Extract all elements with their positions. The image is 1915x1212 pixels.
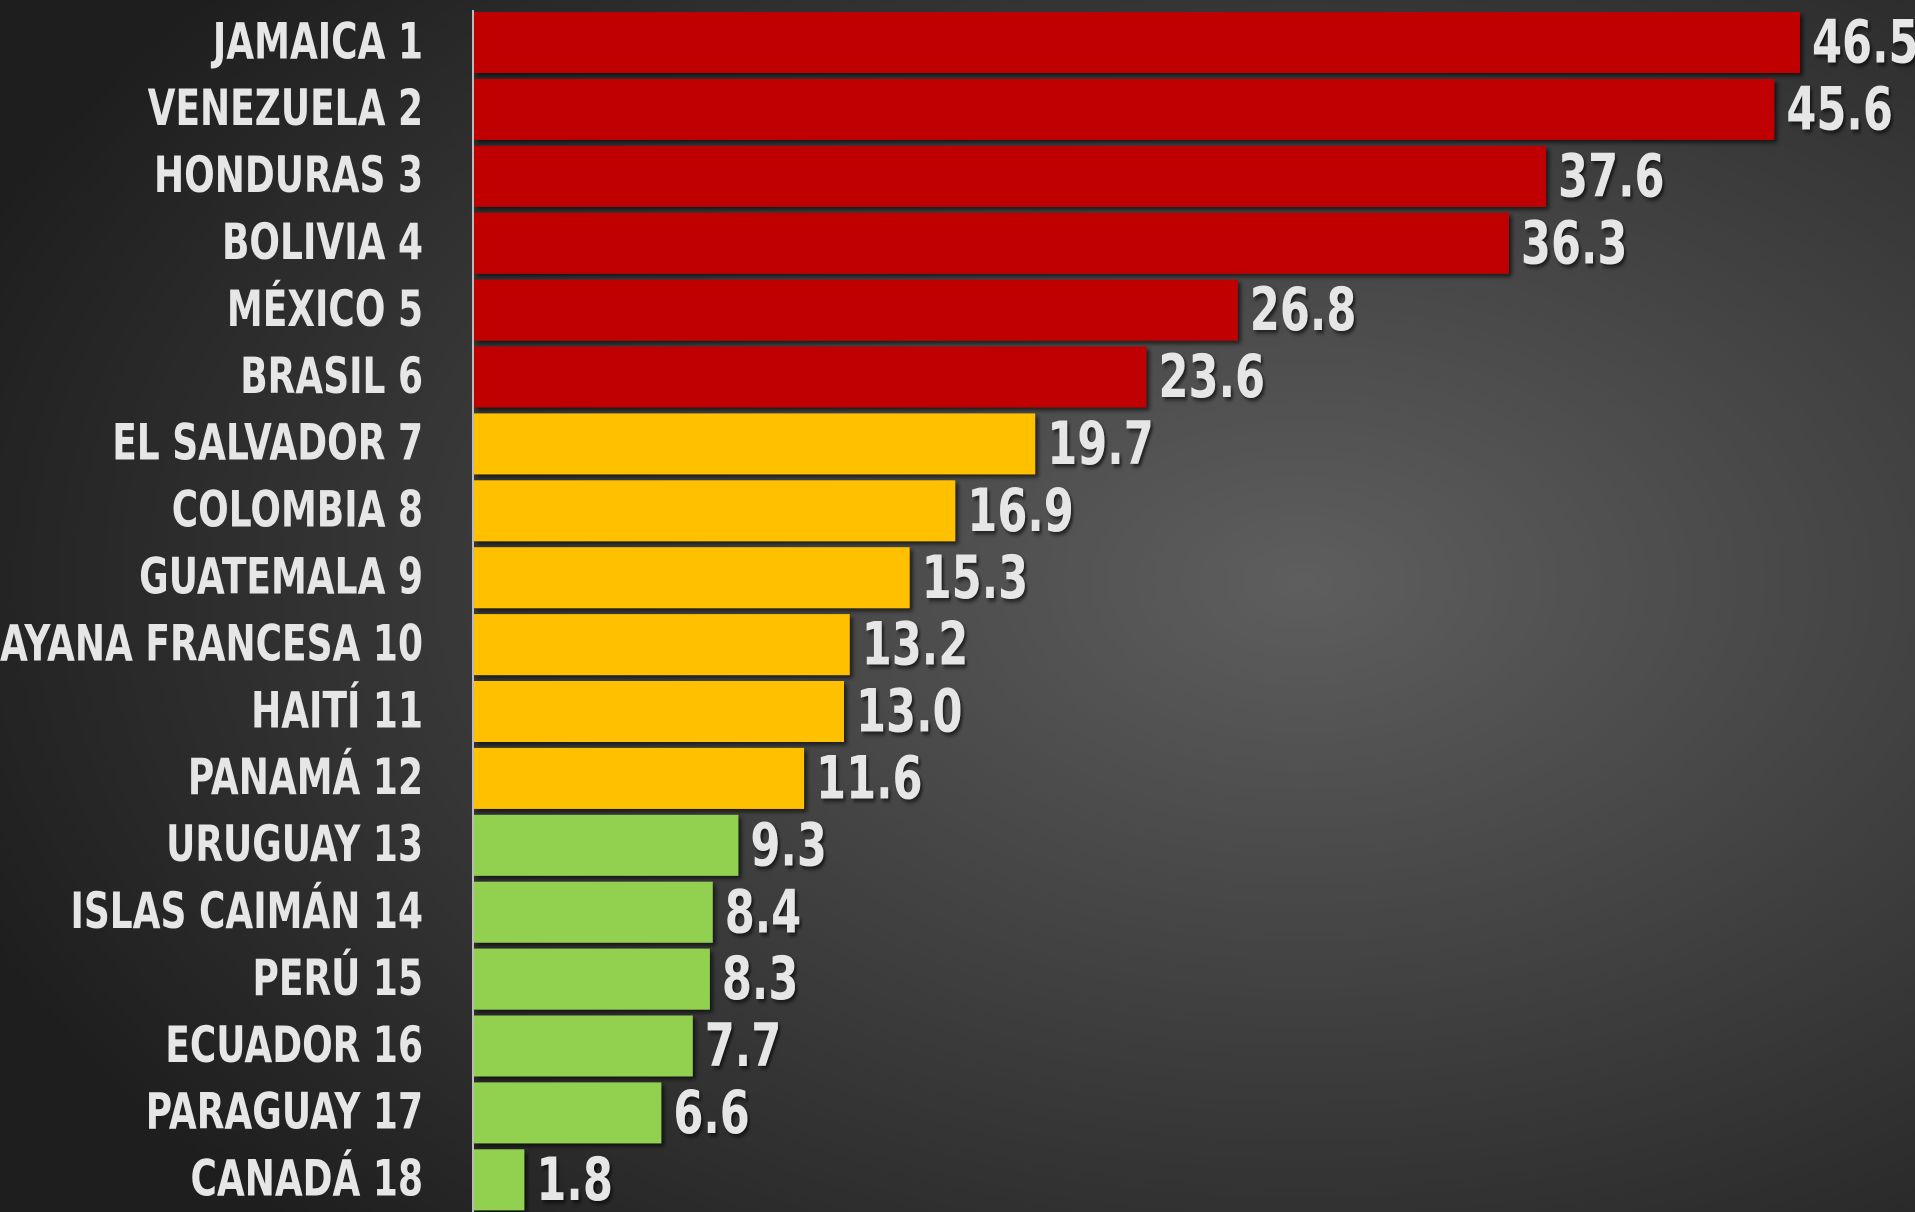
bar bbox=[474, 1149, 525, 1211]
category-label: PARAGUAY 17 bbox=[146, 1084, 423, 1141]
value-label: 37.6 bbox=[1558, 141, 1665, 211]
bar bbox=[474, 12, 1800, 73]
value-label: 46.5 bbox=[1812, 7, 1915, 77]
bar bbox=[474, 145, 1547, 207]
value-label: 26.8 bbox=[1250, 275, 1357, 345]
category-label: BRASIL 6 bbox=[240, 348, 423, 405]
value-label: 11.6 bbox=[816, 743, 923, 813]
category-label: URUGUAY 13 bbox=[166, 816, 423, 873]
bar bbox=[474, 948, 710, 1010]
value-label: 9.3 bbox=[750, 810, 827, 880]
category-label: JAMAICA 1 bbox=[210, 14, 423, 71]
bar bbox=[474, 279, 1238, 341]
value-label: 16.9 bbox=[967, 476, 1074, 546]
value-label: 13.0 bbox=[856, 676, 963, 746]
bar bbox=[474, 681, 844, 742]
bar bbox=[474, 480, 956, 542]
category-label: GUAYANA FRANCESA 10 bbox=[0, 616, 423, 673]
value-label: 36.3 bbox=[1521, 208, 1628, 278]
category-label: CANADÁ 18 bbox=[190, 1147, 423, 1208]
category-label: GUATEMALA 9 bbox=[139, 549, 423, 606]
category-label: PERÚ 15 bbox=[253, 947, 423, 1008]
category-label: VENEZUELA 2 bbox=[148, 80, 423, 137]
bar bbox=[474, 1082, 662, 1144]
bar bbox=[474, 547, 910, 609]
value-label: 19.7 bbox=[1047, 409, 1154, 479]
value-label: 8.3 bbox=[722, 944, 799, 1014]
bar bbox=[474, 78, 1775, 140]
category-label: HONDURAS 3 bbox=[154, 147, 423, 204]
value-label: 1.8 bbox=[536, 1145, 613, 1212]
bar bbox=[474, 413, 1036, 475]
bar bbox=[474, 747, 805, 809]
category-label: EL SALVADOR 7 bbox=[112, 415, 423, 472]
value-label: 13.2 bbox=[862, 610, 969, 680]
value-label: 45.6 bbox=[1786, 74, 1893, 144]
category-label: HAITÍ 11 bbox=[251, 679, 423, 740]
bar bbox=[474, 614, 850, 676]
category-label: COLOMBIA 8 bbox=[172, 482, 423, 539]
value-label: 23.6 bbox=[1158, 342, 1265, 412]
category-label: ISLAS CAIMÁN 14 bbox=[70, 880, 423, 941]
category-label: BOLIVIA 4 bbox=[222, 214, 423, 271]
value-label: 8.4 bbox=[725, 877, 802, 947]
category-label: PANAMÁ 12 bbox=[188, 746, 423, 807]
bar bbox=[474, 814, 739, 876]
bar bbox=[474, 346, 1147, 408]
value-label: 6.6 bbox=[673, 1078, 750, 1148]
bar bbox=[474, 1015, 693, 1077]
value-label: 7.7 bbox=[705, 1011, 782, 1081]
category-label: ECUADOR 16 bbox=[165, 1017, 423, 1074]
bar bbox=[474, 881, 713, 943]
category-label: MÉXICO 5 bbox=[227, 278, 423, 339]
bar bbox=[474, 212, 1509, 274]
value-label: 15.3 bbox=[922, 543, 1029, 613]
